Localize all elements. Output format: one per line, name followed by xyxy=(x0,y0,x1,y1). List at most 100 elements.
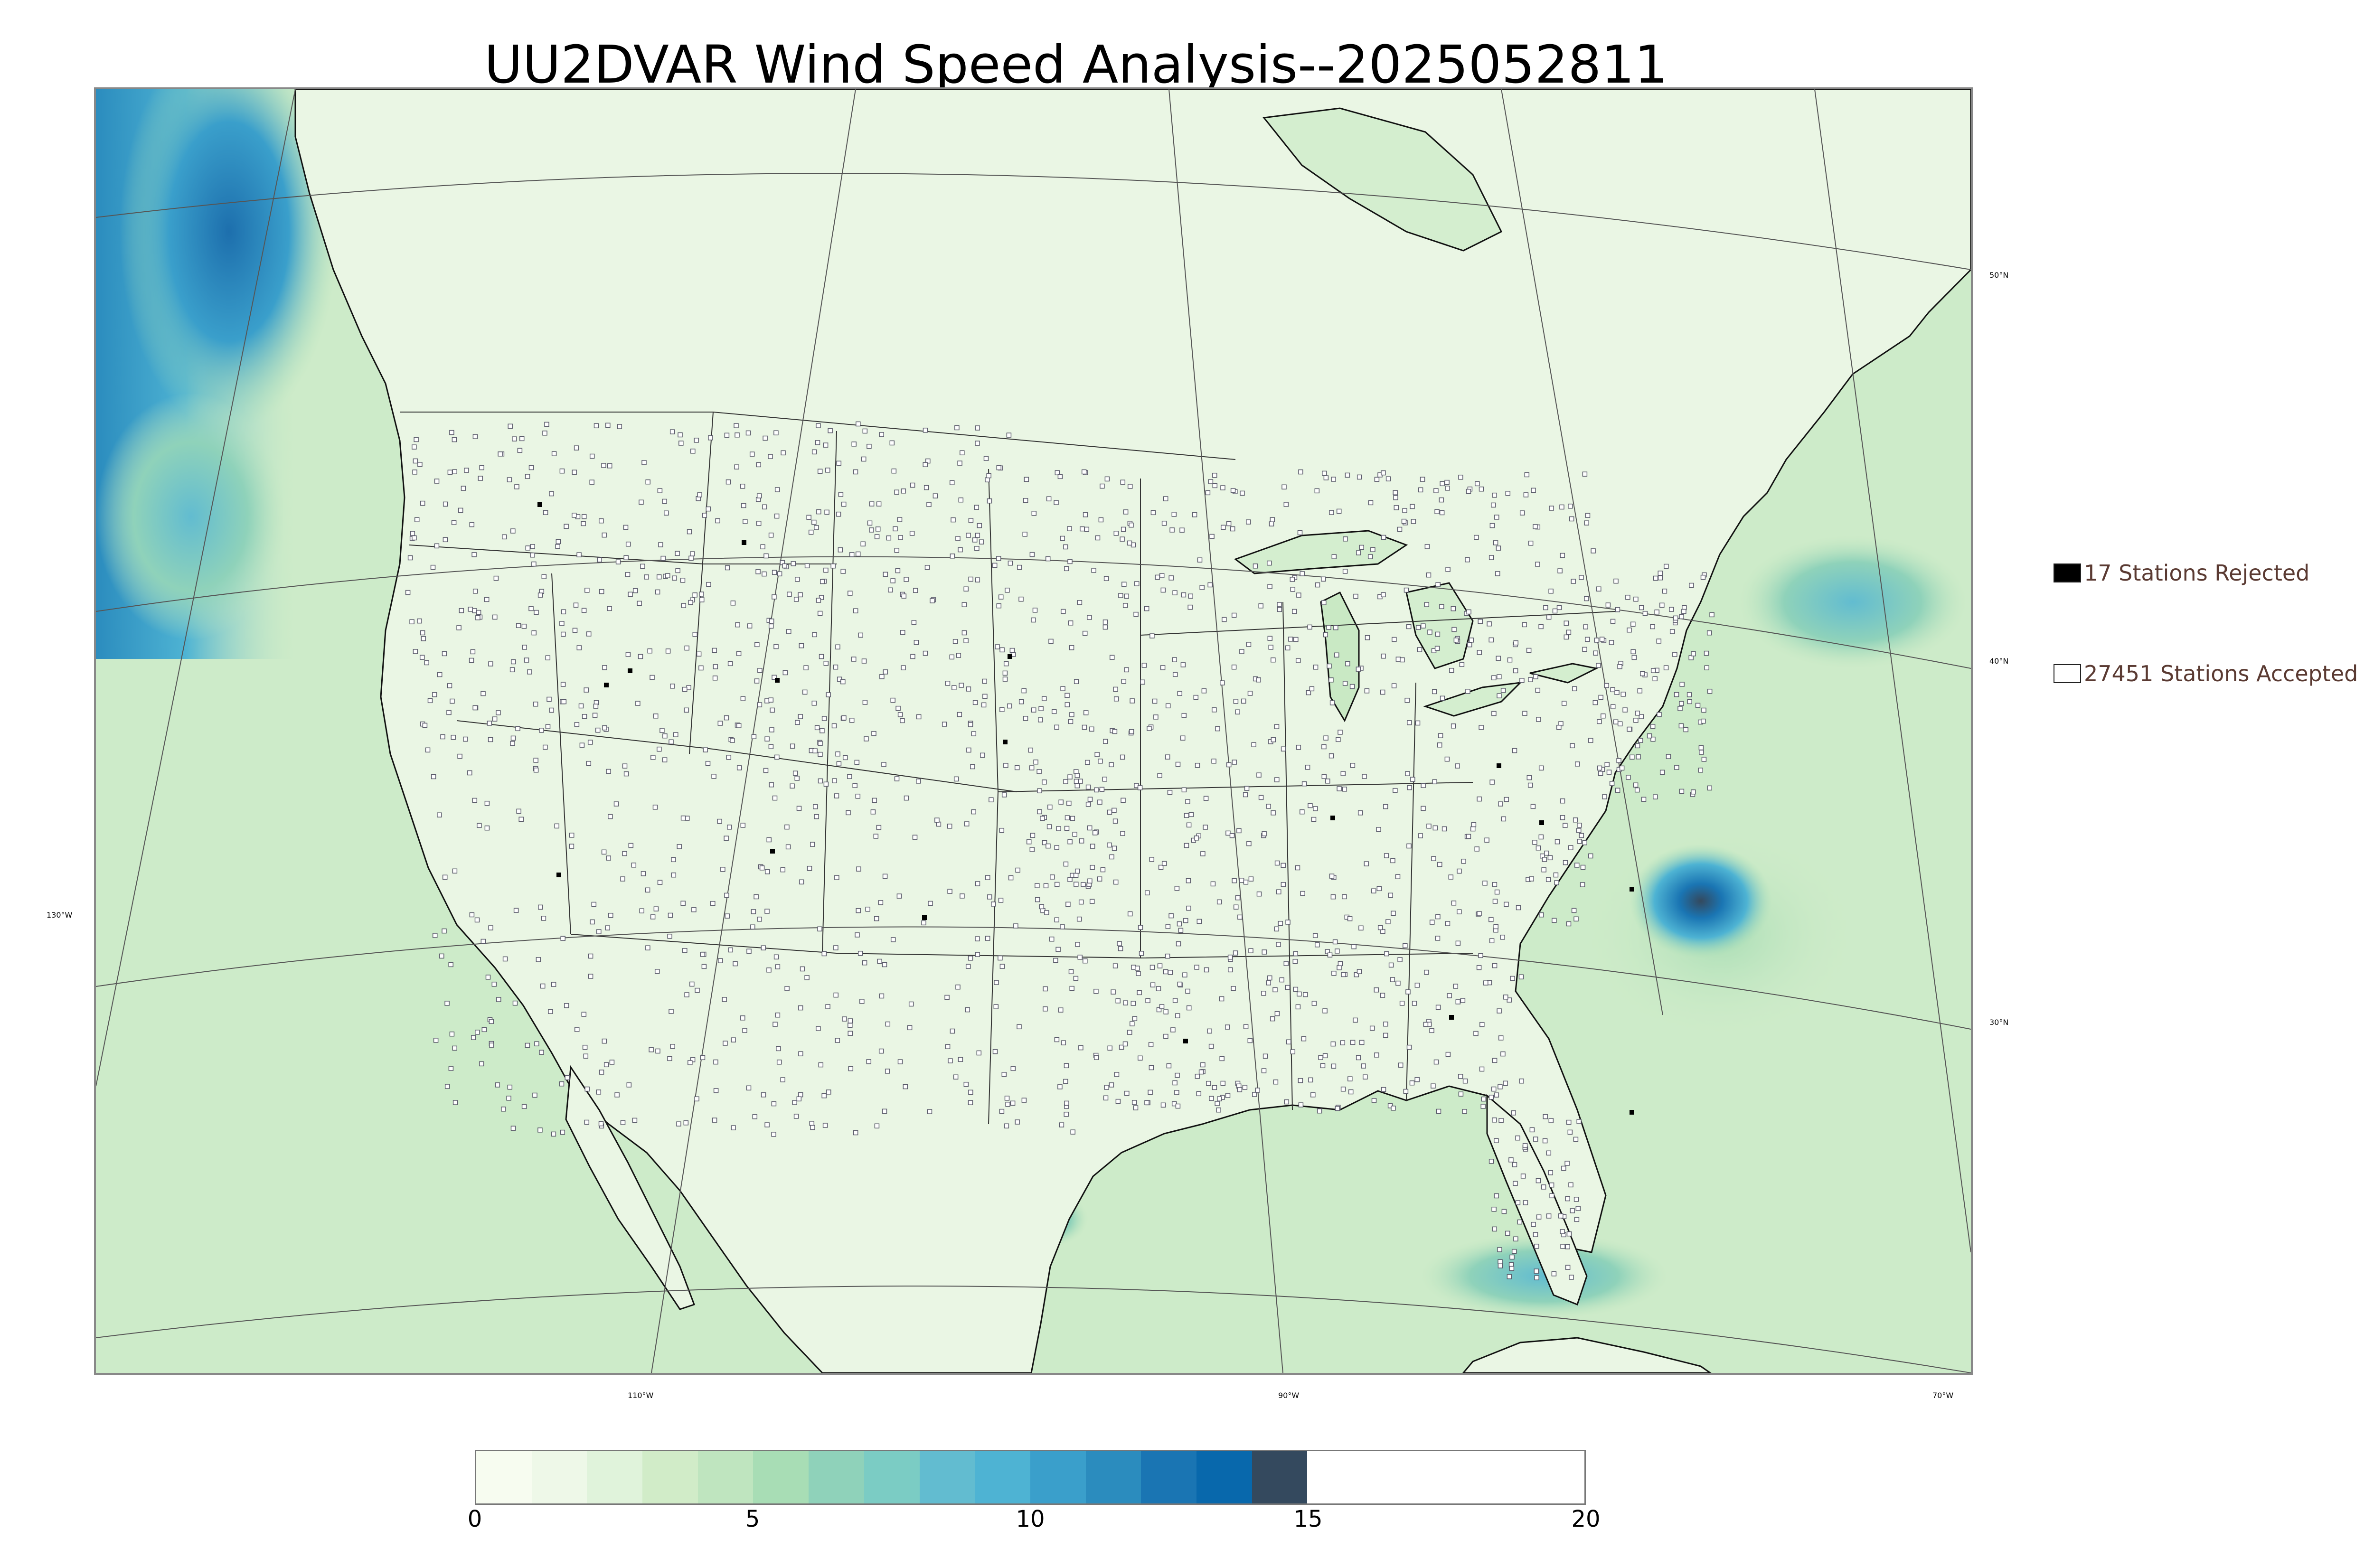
station-accepted-marker xyxy=(1424,544,1430,549)
station-accepted-marker xyxy=(1666,754,1671,759)
station-accepted-marker xyxy=(874,534,880,539)
station-accepted-marker xyxy=(1300,891,1305,896)
station-accepted-marker xyxy=(513,908,519,913)
station-accepted-marker xyxy=(551,1131,556,1137)
station-accepted-marker xyxy=(1457,868,1462,874)
station-accepted-marker xyxy=(573,602,579,608)
station-accepted-marker xyxy=(1233,904,1239,910)
station-accepted-marker xyxy=(835,1038,840,1043)
station-accepted-marker xyxy=(1058,799,1064,805)
station-accepted-marker xyxy=(602,725,607,731)
station-accepted-marker xyxy=(650,675,655,680)
station-accepted-marker xyxy=(1055,947,1061,952)
station-accepted-marker xyxy=(1415,625,1421,630)
station-accepted-marker xyxy=(1579,833,1584,838)
station-accepted-marker xyxy=(620,876,625,882)
station-accepted-marker xyxy=(410,531,415,536)
station-accepted-marker xyxy=(1097,799,1102,805)
station-accepted-marker xyxy=(730,601,736,606)
station-accepted-marker xyxy=(982,678,987,684)
station-accepted-marker xyxy=(654,969,660,974)
station-accepted-marker xyxy=(1388,892,1393,898)
station-accepted-marker xyxy=(1374,987,1379,993)
station-accepted-marker xyxy=(901,488,906,494)
station-accepted-marker xyxy=(1556,605,1562,610)
station-accepted-marker xyxy=(1311,1001,1317,1006)
station-accepted-marker xyxy=(467,770,472,776)
station-accepted-marker xyxy=(442,651,447,657)
station-accepted-marker xyxy=(560,682,566,687)
station-accepted-marker xyxy=(1336,508,1342,514)
station-accepted-marker xyxy=(489,1019,494,1024)
station-accepted-marker xyxy=(1064,1111,1069,1117)
station-accepted-marker xyxy=(1669,607,1674,612)
station-accepted-marker xyxy=(1543,1114,1548,1119)
station-accepted-marker xyxy=(846,810,851,816)
station-accepted-marker xyxy=(1123,1000,1128,1005)
station-accepted-marker xyxy=(1094,752,1100,757)
station-accepted-marker xyxy=(1138,925,1143,930)
station-accepted-marker xyxy=(810,1125,815,1130)
station-accepted-marker xyxy=(670,684,675,689)
station-accepted-marker xyxy=(1569,1275,1574,1280)
station-accepted-marker xyxy=(1175,1072,1180,1078)
station-accepted-marker xyxy=(1473,1031,1479,1036)
station-accepted-marker xyxy=(964,821,970,826)
station-accepted-marker xyxy=(662,757,668,762)
station-accepted-marker xyxy=(923,427,928,433)
station-accepted-marker xyxy=(1508,1157,1514,1163)
station-accepted-marker xyxy=(680,815,686,821)
station-accepted-marker xyxy=(1531,488,1536,493)
station-accepted-marker xyxy=(855,932,860,938)
station-accepted-marker xyxy=(625,652,631,657)
station-accepted-marker xyxy=(1037,809,1042,815)
colorbar-tick-20: 20 xyxy=(1571,1506,1601,1532)
station-accepted-marker xyxy=(1403,943,1408,948)
station-accepted-marker xyxy=(1663,665,1669,670)
station-accepted-marker xyxy=(1246,519,1251,525)
station-accepted-marker xyxy=(772,570,777,575)
station-accepted-marker xyxy=(508,423,513,429)
station-accepted-marker xyxy=(894,548,900,553)
station-accepted-marker xyxy=(759,865,765,871)
station-accepted-marker xyxy=(698,665,704,671)
station-accepted-marker xyxy=(1327,952,1333,958)
station-accepted-marker xyxy=(657,488,663,493)
station-accepted-marker xyxy=(1538,624,1544,629)
station-accepted-marker xyxy=(833,992,838,998)
station-accepted-marker xyxy=(725,565,730,571)
station-accepted-marker xyxy=(502,956,508,962)
station-accepted-marker xyxy=(1451,901,1457,906)
station-accepted-marker xyxy=(914,640,919,645)
station-accepted-marker xyxy=(950,1028,955,1034)
station-accepted-marker xyxy=(786,629,791,634)
station-accepted-marker xyxy=(1005,587,1010,593)
station-accepted-marker xyxy=(812,748,818,753)
station-accepted-marker xyxy=(856,908,861,913)
station-accepted-marker xyxy=(1498,801,1503,807)
station-accepted-marker xyxy=(622,851,627,856)
station-accepted-marker xyxy=(1309,686,1315,692)
station-accepted-marker xyxy=(1207,1028,1212,1034)
station-accepted-marker xyxy=(1556,724,1562,730)
station-accepted-marker xyxy=(1445,921,1451,926)
station-accepted-marker xyxy=(1466,834,1471,839)
station-accepted-marker xyxy=(818,1062,824,1068)
station-accepted-marker xyxy=(559,1081,565,1087)
station-accepted-marker xyxy=(799,879,804,885)
station-accepted-marker xyxy=(1198,1069,1204,1075)
station-accepted-marker xyxy=(1560,1229,1565,1234)
station-accepted-marker xyxy=(971,731,977,736)
station-accepted-marker xyxy=(1679,701,1684,706)
station-accepted-marker xyxy=(1205,490,1211,496)
station-accepted-marker xyxy=(1439,510,1445,516)
station-accepted-marker xyxy=(761,1092,766,1098)
station-accepted-marker xyxy=(1471,822,1477,827)
station-accepted-marker xyxy=(1285,920,1291,925)
station-accepted-marker xyxy=(1171,512,1177,517)
station-accepted-marker xyxy=(1181,787,1187,793)
station-accepted-marker xyxy=(1281,484,1287,490)
station-accepted-marker xyxy=(1069,712,1074,717)
station-accepted-marker xyxy=(1619,765,1625,771)
station-accepted-marker xyxy=(548,1009,553,1014)
